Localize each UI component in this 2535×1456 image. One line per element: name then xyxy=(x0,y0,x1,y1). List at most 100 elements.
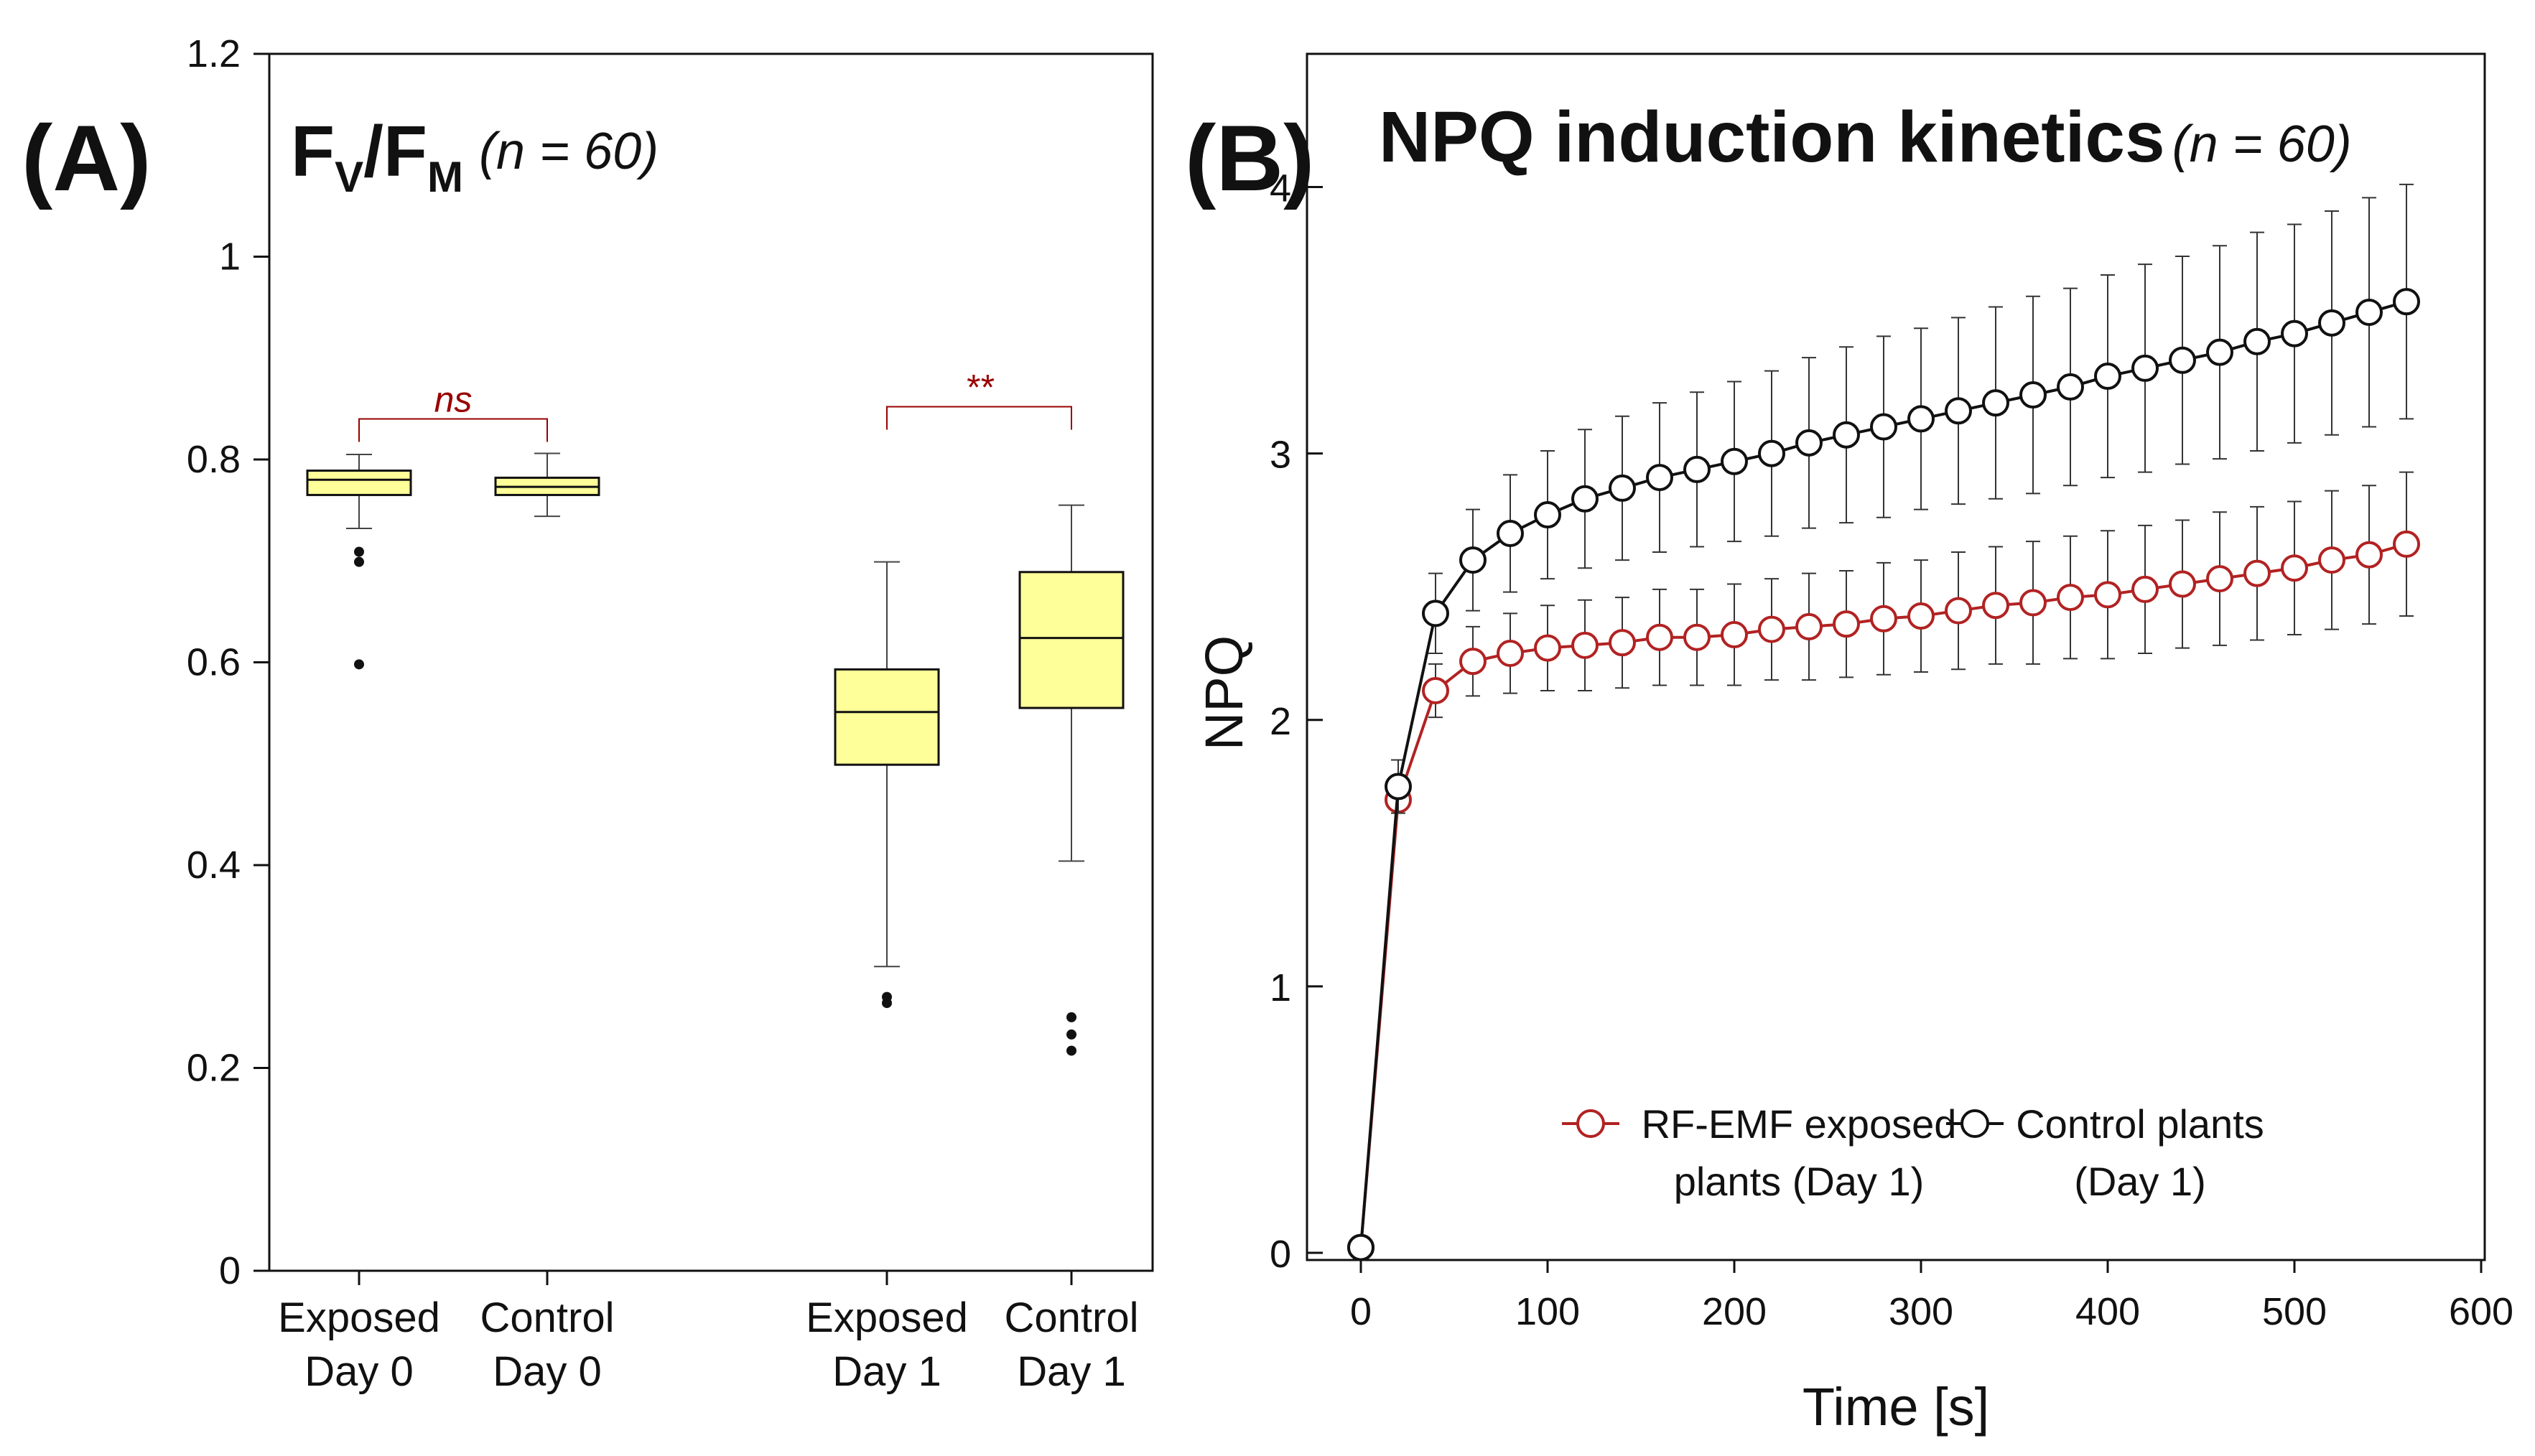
data-point xyxy=(1721,621,1748,649)
data-point xyxy=(1758,615,1785,643)
data-point xyxy=(2169,346,2196,374)
panel-b-legend: RF-EMF exposed plants (Day 1) Control pl… xyxy=(1562,1101,2264,1204)
data-point xyxy=(1422,599,1449,627)
data-point xyxy=(2318,309,2345,337)
data-point xyxy=(2131,575,2159,603)
data-point xyxy=(2318,546,2345,574)
data-point xyxy=(1497,520,1524,547)
legend-control-label-line1: Control plants xyxy=(2016,1101,2264,1147)
y-tick-label: 0.4 xyxy=(187,844,241,887)
data-point xyxy=(2243,559,2271,587)
panel-b-x-axis: 0 100 200 300 400 500 600 xyxy=(1350,1260,2513,1333)
panel-a-significance: ns ** xyxy=(358,368,1072,442)
x-tick-label: 600 xyxy=(2449,1290,2513,1333)
y-tick-label: 1 xyxy=(219,235,241,279)
data-point xyxy=(1385,773,1412,801)
box-group xyxy=(494,452,600,518)
panel-b-plot-frame xyxy=(1306,52,2486,1261)
category-label: Control xyxy=(480,1294,615,1341)
box-group xyxy=(1018,504,1125,1056)
outlier-point xyxy=(354,659,364,670)
data-point xyxy=(1571,631,1599,659)
legend-control-label-line2: (Day 1) xyxy=(2074,1159,2206,1204)
panel-b-title: NPQ induction kinetics (n = 60) xyxy=(1379,97,2352,177)
data-point xyxy=(2057,373,2084,401)
data-point xyxy=(1646,623,1673,651)
data-point xyxy=(1459,546,1487,574)
y-tick-label: 3 xyxy=(1270,434,1291,477)
data-point xyxy=(2206,565,2233,593)
y-tick-label: 0.8 xyxy=(187,438,241,481)
outlier-point xyxy=(354,556,364,567)
category-label: Control xyxy=(1005,1294,1139,1341)
data-point xyxy=(2131,354,2159,382)
data-point xyxy=(1609,474,1636,502)
data-point xyxy=(1534,501,1561,529)
data-point xyxy=(1945,597,1972,625)
data-point xyxy=(2169,570,2196,598)
data-point xyxy=(2243,327,2271,355)
category-label: Exposed xyxy=(278,1294,440,1341)
data-point xyxy=(2355,541,2383,569)
x-tick-label: 0 xyxy=(1350,1290,1372,1333)
data-point xyxy=(1571,485,1599,513)
outlier-point xyxy=(1066,1029,1076,1040)
box-iqr xyxy=(1018,571,1125,709)
data-point xyxy=(2206,338,2233,366)
data-point xyxy=(2019,589,2047,617)
category-label: Day 1 xyxy=(1017,1348,1126,1395)
data-point xyxy=(1459,648,1487,676)
legend-exposed-marker xyxy=(1576,1109,1605,1138)
data-point xyxy=(1907,405,1935,433)
x-tick-label: 500 xyxy=(2262,1290,2327,1333)
data-point xyxy=(1870,413,1897,441)
x-tick-label: 200 xyxy=(1702,1290,1767,1333)
data-point xyxy=(1534,634,1561,662)
data-point xyxy=(2019,381,2047,409)
y-tick-label: 0 xyxy=(219,1249,241,1292)
significance-bracket xyxy=(358,418,548,442)
legend-exposed-label-line1: RF-EMF exposed xyxy=(1642,1101,1957,1147)
category-label: Day 0 xyxy=(304,1348,414,1395)
category-label: Exposed xyxy=(806,1294,968,1341)
significance-label: ns xyxy=(434,380,473,420)
data-point xyxy=(1870,605,1897,633)
data-point xyxy=(1907,602,1935,630)
data-point xyxy=(1497,640,1524,667)
panel-b-label: (B) xyxy=(1185,106,1314,210)
y-tick-label: 2 xyxy=(1270,700,1291,743)
panel-b-y-axis-label: NPQ xyxy=(1194,635,1254,750)
data-point xyxy=(2393,530,2420,558)
x-tick-label: 300 xyxy=(1889,1290,1953,1333)
panel-b-x-axis-label: Time [s] xyxy=(1803,1377,1989,1437)
data-point xyxy=(1982,389,2009,417)
panel-b-y-axis: 0 1 2 3 4 xyxy=(1270,167,1323,1276)
y-tick-label: 1.2 xyxy=(187,32,241,75)
data-point xyxy=(2281,554,2308,582)
panel-b-lineplot: (B) NPQ induction kinetics (n = 60) NPQ T… xyxy=(1185,52,2513,1437)
x-tick-label: 100 xyxy=(1515,1290,1580,1333)
x-tick-label: 400 xyxy=(2075,1290,2140,1333)
box-iqr xyxy=(834,668,940,766)
data-point xyxy=(1721,447,1748,475)
outlier-point xyxy=(882,998,892,1009)
data-point xyxy=(2094,581,2121,609)
data-point xyxy=(1833,610,1860,638)
outlier-point xyxy=(1066,1045,1076,1056)
panel-a-y-axis: 0 0.2 0.4 0.6 0.8 1 1.2 xyxy=(187,32,269,1292)
data-point xyxy=(1683,623,1711,651)
data-point xyxy=(1833,421,1860,449)
data-point xyxy=(1945,397,1972,425)
data-point xyxy=(2355,298,2383,326)
y-tick-label: 0.6 xyxy=(187,641,241,684)
legend-exposed-label-line2: plants (Day 1) xyxy=(1674,1159,1925,1204)
significance-label: ** xyxy=(965,368,994,408)
box-group xyxy=(306,453,412,670)
outlier-point xyxy=(1066,1012,1076,1022)
data-point xyxy=(1683,455,1711,483)
panel-b-series xyxy=(1347,183,2420,1261)
y-tick-label: 4 xyxy=(1270,167,1291,210)
panel-a-x-axis: Exposed Day 0 Control Day 0 Exposed Day 1 Cont… xyxy=(278,1271,1138,1395)
data-point xyxy=(1795,429,1823,457)
